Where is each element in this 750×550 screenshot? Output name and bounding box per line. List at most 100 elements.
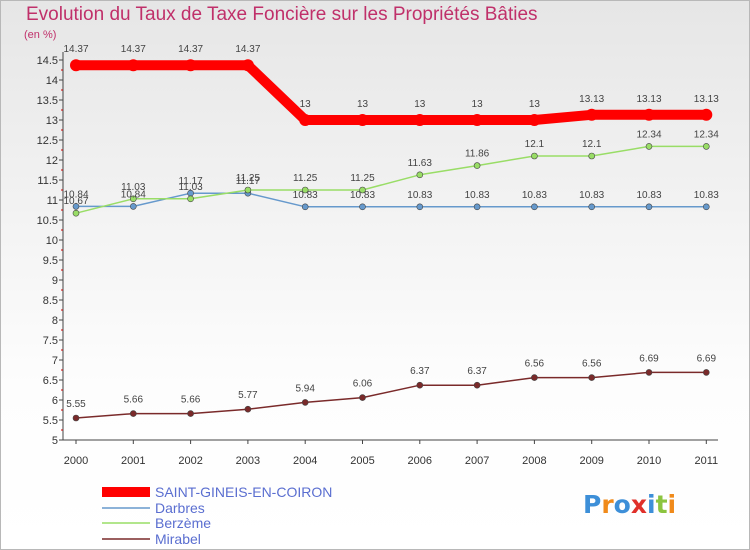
data-point xyxy=(585,108,598,121)
y-tick-label: 7.5 xyxy=(43,335,58,347)
data-point xyxy=(700,108,713,121)
data-label: 10.83 xyxy=(694,190,719,201)
data-point xyxy=(416,203,424,211)
series-line-1 xyxy=(75,192,708,208)
data-label: 10.83 xyxy=(350,190,375,201)
data-label: 13 xyxy=(357,99,369,110)
data-point xyxy=(588,203,596,211)
data-label: 13 xyxy=(300,99,312,110)
y-tick-label: 12 xyxy=(46,155,58,167)
chart-title: Evolution du Taux de Taxe Foncière sur l… xyxy=(26,4,538,25)
data-label: 14.37 xyxy=(63,44,88,55)
data-point xyxy=(359,186,366,194)
data-label: 5.77 xyxy=(238,390,258,401)
x-tick-label: 2004 xyxy=(293,455,317,467)
data-point xyxy=(359,394,366,401)
data-label: 10.84 xyxy=(121,189,146,200)
logo-letter: o xyxy=(613,490,631,519)
y-tick-label: 7 xyxy=(52,355,58,367)
data-label: 11.63 xyxy=(408,158,433,169)
data-point xyxy=(301,186,309,194)
logo-letter: i xyxy=(667,490,677,519)
legend-label: Berzème xyxy=(155,515,211,531)
logo-letter: i xyxy=(647,490,656,519)
data-point xyxy=(645,143,653,150)
data-label: 14.37 xyxy=(235,44,260,55)
x-tick-label: 2001 xyxy=(121,455,145,467)
x-tick-label: 2003 xyxy=(236,455,260,467)
y-tick-label: 14 xyxy=(46,75,58,87)
x-tick-label: 2010 xyxy=(637,455,661,467)
y-tick-label: 6 xyxy=(52,395,58,407)
proxiti-logo: Proxiti xyxy=(583,490,676,519)
data-point xyxy=(645,203,653,211)
data-label: 14.37 xyxy=(121,44,146,55)
data-label: 11.25 xyxy=(293,173,318,184)
y-tick-label: 13.5 xyxy=(37,95,58,107)
data-point xyxy=(72,209,80,217)
x-tick-label: 2009 xyxy=(579,455,603,467)
data-point xyxy=(645,369,653,376)
data-label: 6.56 xyxy=(525,359,545,370)
data-label: 12.1 xyxy=(582,139,602,150)
x-tick-label: 2008 xyxy=(522,455,546,467)
data-point xyxy=(72,203,80,210)
data-label: 12.34 xyxy=(694,129,719,140)
data-label: 10.67 xyxy=(63,196,88,207)
logo-letter: t xyxy=(655,490,668,519)
y-tick-label: 14.5 xyxy=(37,55,58,67)
y-tick-label: 6.5 xyxy=(43,375,58,387)
data-label: 13 xyxy=(414,99,426,110)
data-point xyxy=(244,186,252,194)
data-label: 6.06 xyxy=(353,379,373,390)
data-label: 11.17 xyxy=(236,176,261,187)
y-tick-label: 5.5 xyxy=(43,415,58,427)
data-label: 13.13 xyxy=(636,94,661,105)
data-point xyxy=(588,374,596,381)
data-point xyxy=(241,59,254,72)
data-label: 11.03 xyxy=(121,182,146,193)
data-point xyxy=(184,59,197,72)
data-point xyxy=(473,203,481,211)
data-point xyxy=(416,171,424,179)
data-point xyxy=(130,195,137,203)
y-tick-label: 9.5 xyxy=(43,255,58,267)
data-label: 13 xyxy=(472,99,484,110)
data-point xyxy=(473,162,481,169)
data-label: 6.69 xyxy=(639,353,659,364)
data-point xyxy=(588,152,596,160)
y-tick-label: 13 xyxy=(46,115,58,127)
data-point xyxy=(130,203,137,210)
y-tick-label: 10 xyxy=(46,235,58,247)
data-point xyxy=(70,59,82,72)
logo-letter: x xyxy=(630,490,647,519)
data-point xyxy=(702,203,710,211)
y-tick-label: 8 xyxy=(52,315,58,327)
data-label: 6.56 xyxy=(582,359,602,370)
legend-label: Mirabel xyxy=(155,531,201,547)
data-label: 5.94 xyxy=(295,383,315,394)
data-label: 11.25 xyxy=(236,173,261,184)
logo-letter: P xyxy=(583,490,602,519)
data-point xyxy=(359,203,366,211)
data-label: 10.83 xyxy=(579,190,604,201)
data-label: 14.37 xyxy=(178,44,203,55)
data-label: 6.69 xyxy=(697,353,717,364)
x-tick-label: 2005 xyxy=(350,455,374,467)
data-label: 6.37 xyxy=(467,366,487,377)
data-point xyxy=(531,152,538,160)
data-point xyxy=(471,114,484,126)
data-point xyxy=(643,108,655,121)
data-point xyxy=(244,405,252,413)
x-tick-label: 2011 xyxy=(694,455,718,467)
data-label: 10.83 xyxy=(407,190,432,201)
logo-letter: r xyxy=(601,490,614,519)
data-point xyxy=(531,203,538,211)
data-point xyxy=(413,114,426,126)
data-label: 10.84 xyxy=(63,189,88,200)
data-label: 11.03 xyxy=(178,182,203,193)
legend-label: SAINT-GINEIS-EN-COIRON xyxy=(155,484,332,500)
data-label: 5.66 xyxy=(124,395,144,406)
series-line-3 xyxy=(75,371,708,419)
